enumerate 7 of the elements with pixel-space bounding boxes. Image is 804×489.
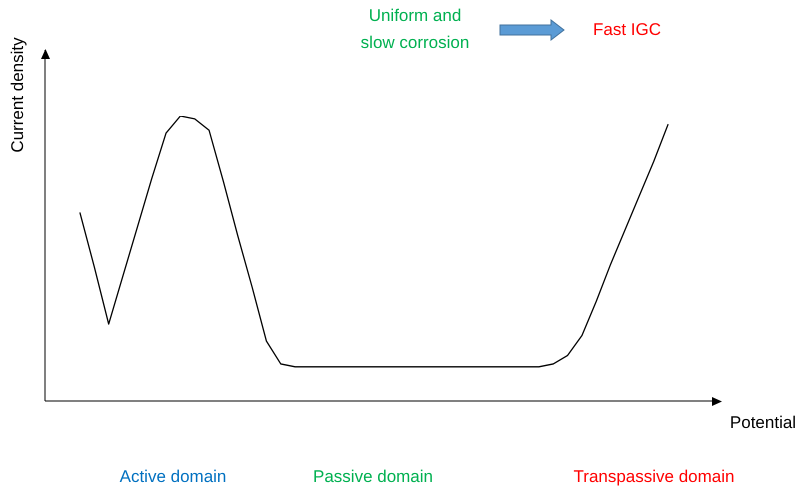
text: Passive domain	[312, 467, 434, 487]
text: Active domain	[120, 467, 226, 487]
x-axis-title: Potential	[730, 413, 796, 433]
text: Transpassive domain	[574, 467, 734, 487]
text: Uniform and slow corrosion	[360, 5, 470, 54]
text: Fast IGC	[592, 20, 662, 40]
y-axis-title: Current density	[8, 37, 28, 153]
